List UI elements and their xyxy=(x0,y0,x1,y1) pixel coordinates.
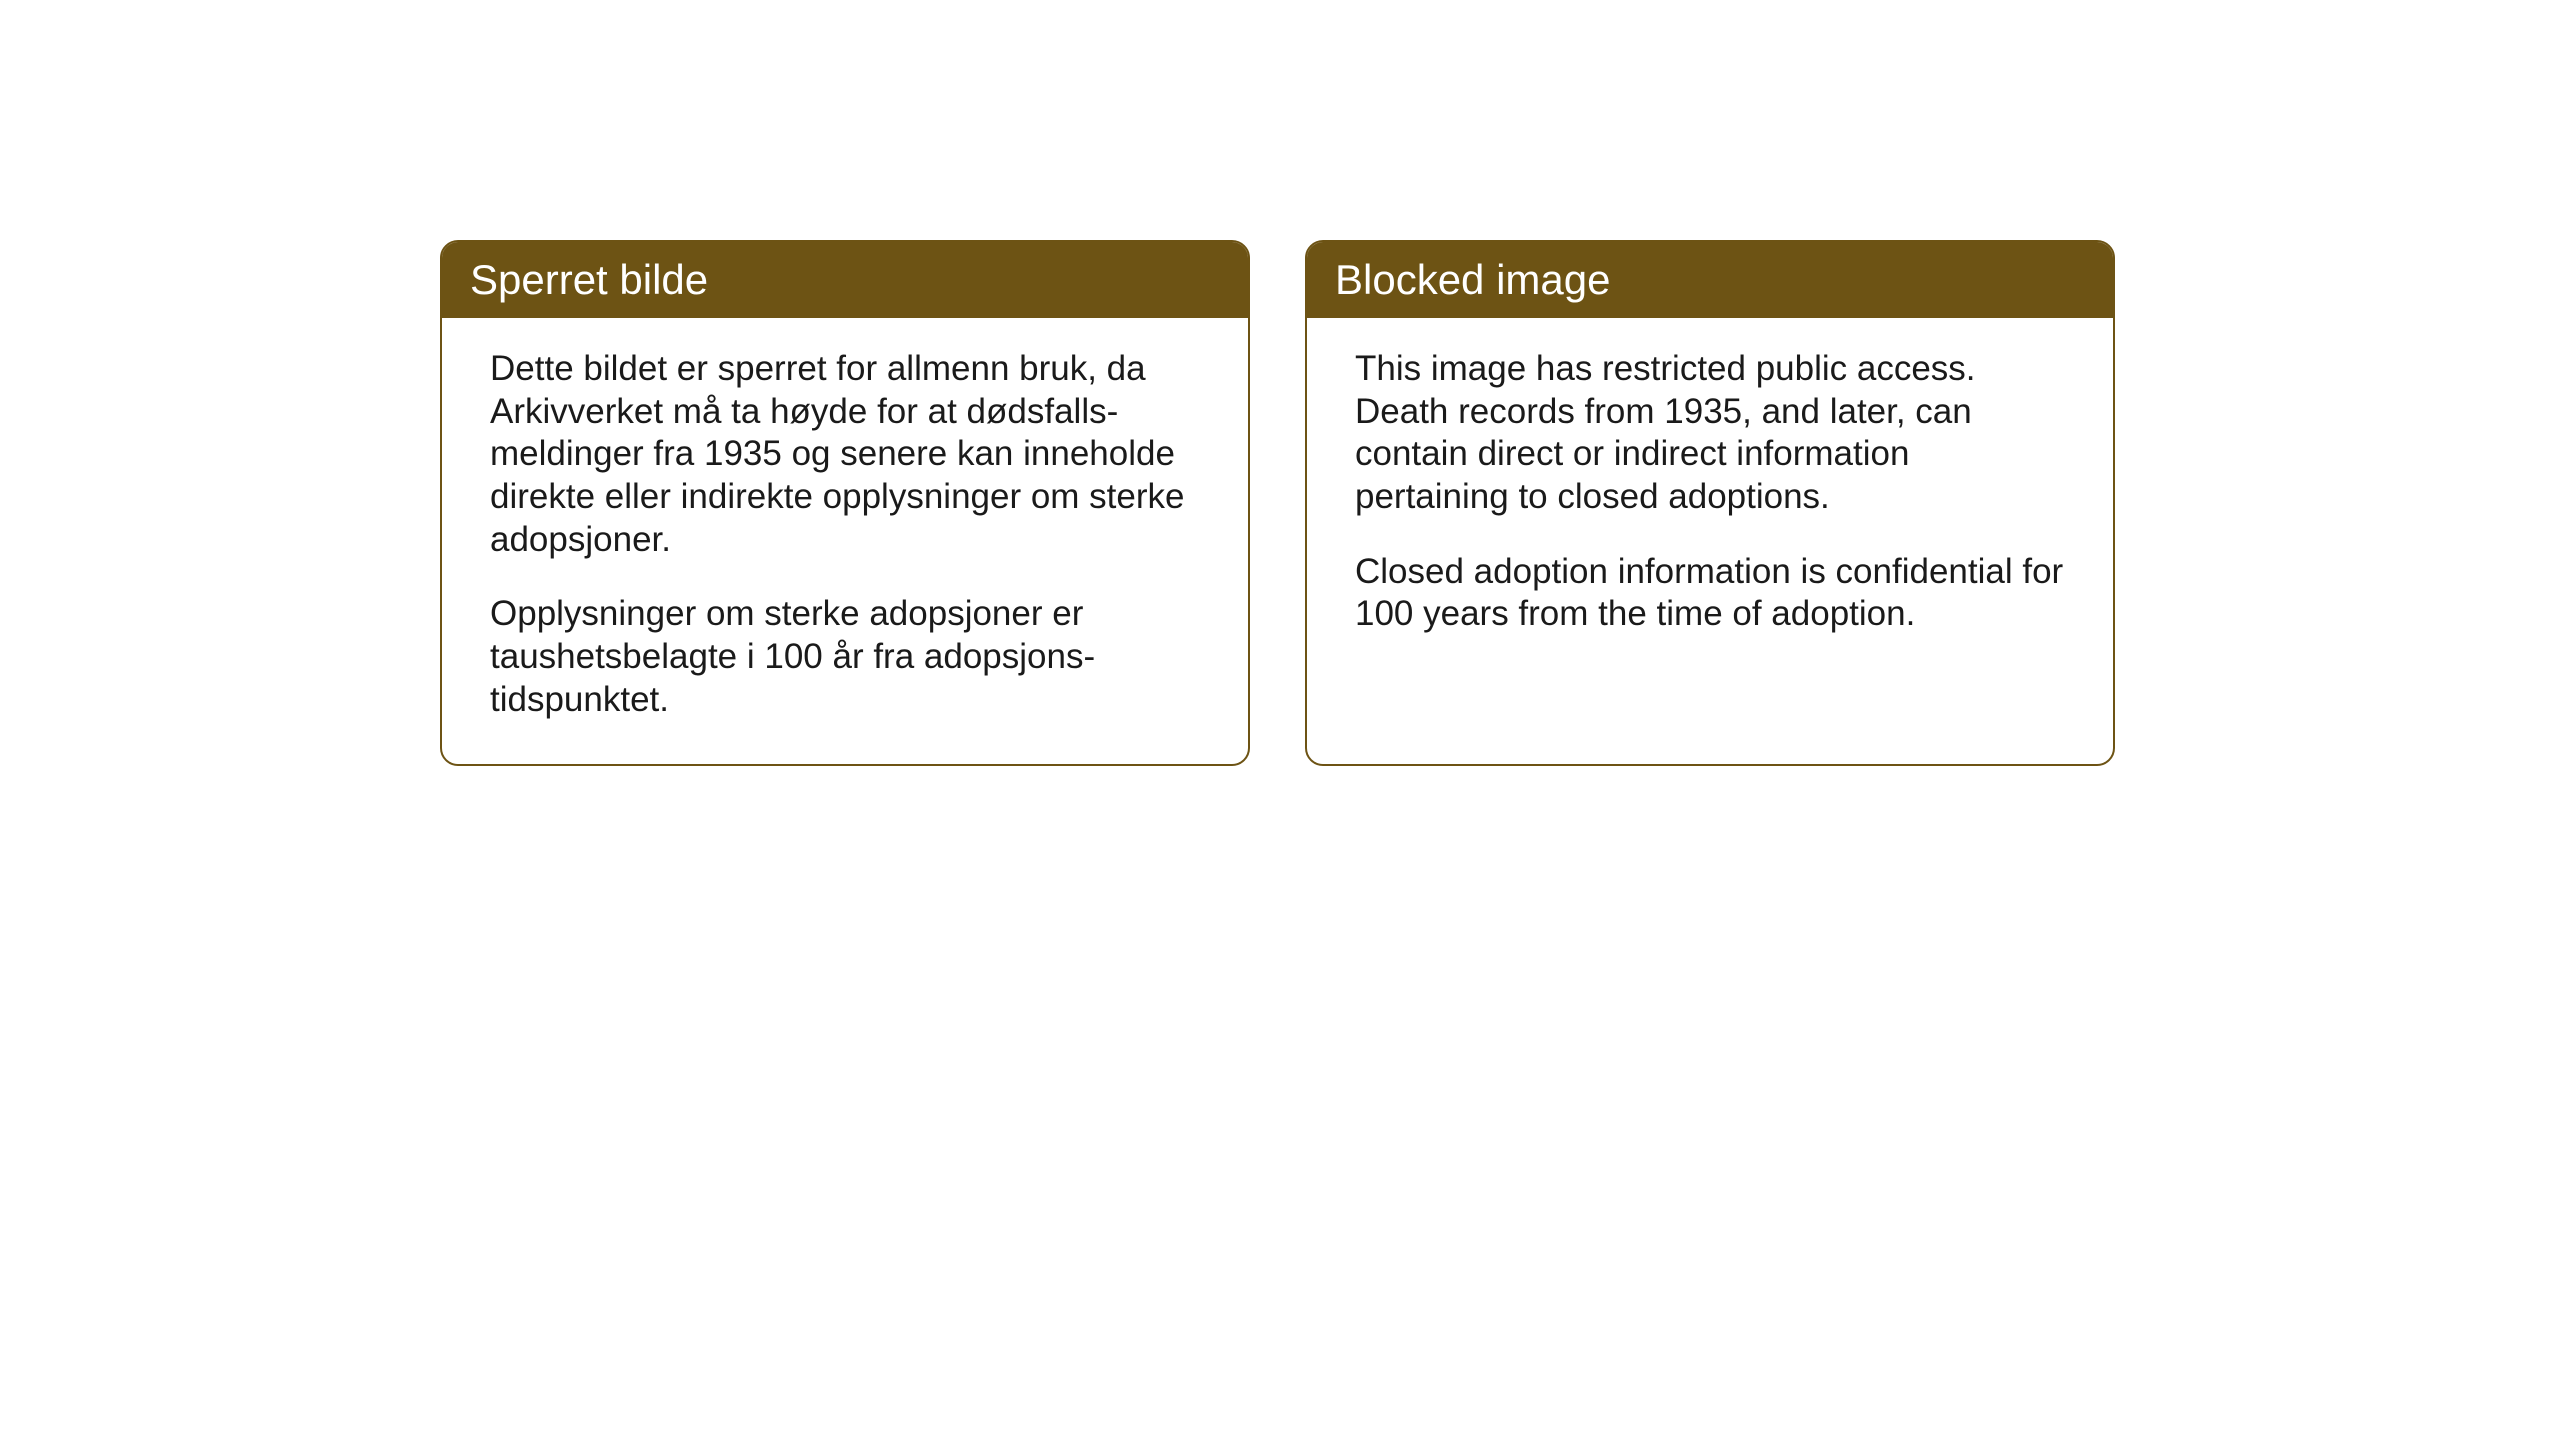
notice-card-norwegian: Sperret bilde Dette bildet er sperret fo… xyxy=(440,240,1250,766)
card-title-norwegian: Sperret bilde xyxy=(470,256,708,303)
card-body-norwegian: Dette bildet er sperret for allmenn bruk… xyxy=(442,318,1248,764)
card-paragraph-2-norwegian: Opplysninger om sterke adopsjoner er tau… xyxy=(490,593,1200,721)
card-paragraph-1-norwegian: Dette bildet er sperret for allmenn bruk… xyxy=(490,348,1200,561)
notice-card-english: Blocked image This image has restricted … xyxy=(1305,240,2115,766)
card-paragraph-1-english: This image has restricted public access.… xyxy=(1355,348,2065,519)
card-body-english: This image has restricted public access.… xyxy=(1307,318,2113,678)
card-title-english: Blocked image xyxy=(1335,256,1610,303)
card-header-norwegian: Sperret bilde xyxy=(442,242,1248,318)
notice-container: Sperret bilde Dette bildet er sperret fo… xyxy=(440,240,2115,766)
card-paragraph-2-english: Closed adoption information is confident… xyxy=(1355,551,2065,636)
card-header-english: Blocked image xyxy=(1307,242,2113,318)
